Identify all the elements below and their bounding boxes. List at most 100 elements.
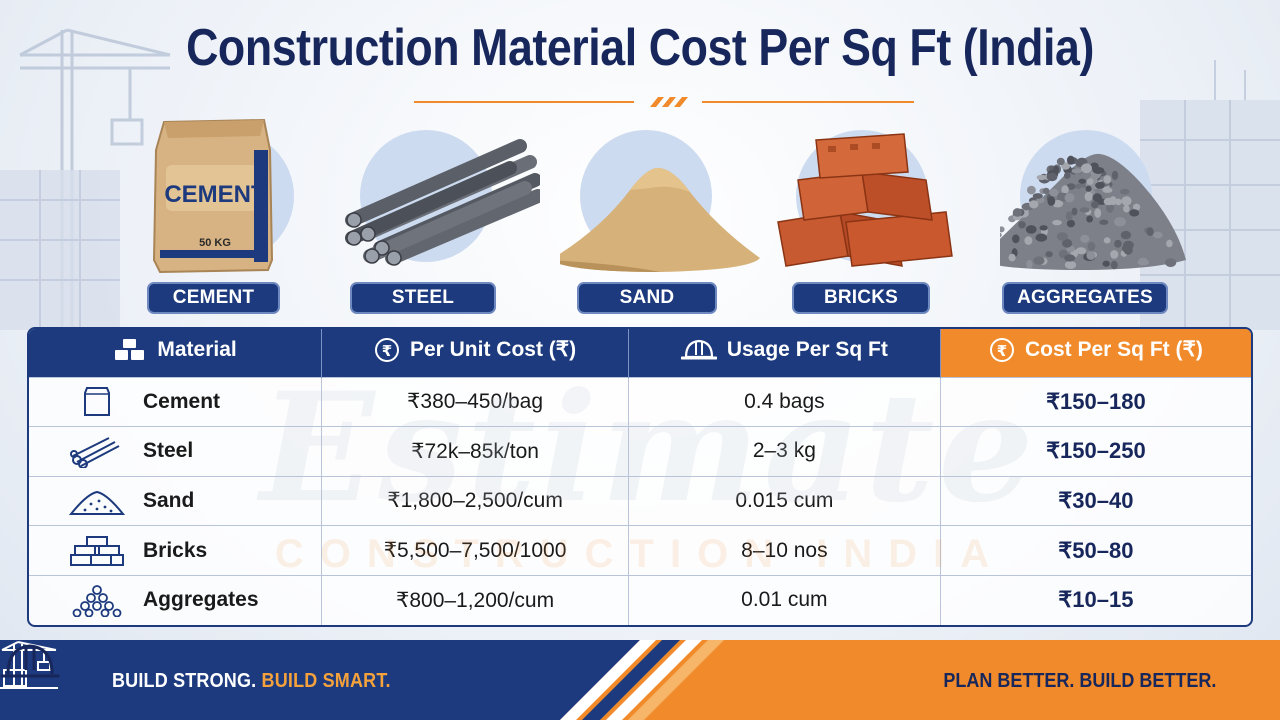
- gravel-pebble: [1092, 193, 1102, 202]
- gravel-pebble: [1000, 226, 1005, 233]
- gravel-pebble: [1064, 172, 1071, 179]
- gravel-pebble: [1075, 159, 1085, 167]
- svg-text:₹: ₹: [997, 342, 1007, 360]
- gravel-pebble: [1086, 215, 1093, 223]
- helmet-icon: [0, 644, 60, 678]
- table-header-row: Material ₹ Per Unit Cost (₹): [29, 329, 1251, 377]
- page-title: Construction Material Cost Per Sq Ft (In…: [186, 19, 1094, 77]
- gravel-pebble: [1075, 247, 1087, 255]
- gravel-pebble: [1120, 230, 1132, 240]
- gravel-pebble: [1110, 250, 1119, 259]
- gravel-pebble: [1052, 219, 1062, 226]
- gravel-pebble: [1165, 258, 1177, 267]
- gravel-pebble: [1029, 200, 1039, 209]
- gravel-pebble: [1137, 259, 1150, 266]
- gravel-pebble: [1047, 196, 1056, 206]
- header-usage-label: Usage Per Sq Ft: [726, 337, 888, 361]
- gravel-pebble: [1153, 231, 1163, 239]
- gravel-pebble: [1133, 203, 1141, 211]
- table-row: Cement ₹380–450/bag 0.4 bags ₹150–180: [29, 376, 1251, 427]
- gravel-pebble: [1166, 239, 1173, 248]
- usage-cell: 0.015 cum: [628, 475, 941, 526]
- unit-cost-cell: ₹72k–85k/ton: [321, 426, 629, 477]
- gravel-pebble: [1103, 175, 1112, 184]
- sand-pile-icon: [69, 490, 125, 515]
- gravel-pebble: [1035, 233, 1048, 242]
- gravel-pebble: [1025, 225, 1037, 234]
- gravel-pebble: [1114, 217, 1126, 227]
- gravel-pebble: [1071, 168, 1083, 174]
- gravel-pebble: [1064, 254, 1076, 262]
- material-card-steel: STEEL: [340, 110, 540, 315]
- gravel-pebble: [1103, 237, 1111, 244]
- gravel-pebble: [1092, 167, 1105, 174]
- gravel-pebble: [1079, 207, 1090, 213]
- header-cost-label: Cost Per Sq Ft (₹): [1024, 338, 1203, 362]
- gravel-pebble: [1111, 170, 1119, 180]
- unit-cost-cell: ₹380–450/bag: [321, 376, 629, 427]
- gravel-pebble: [1064, 261, 1077, 269]
- table-row: Bricks ₹5,500–7,500/1000 8–10 nos ₹50–80: [29, 525, 1251, 576]
- gravel-pebble: [1066, 219, 1075, 228]
- header-unit-cost: ₹ Per Unit Cost (₹): [321, 329, 629, 377]
- material-name: Bricks: [143, 538, 208, 562]
- gravel-pebble: [1018, 221, 1026, 229]
- header-unit-cost-label: Per Unit Cost (₹): [409, 338, 577, 362]
- gravel-pebble: [1062, 238, 1073, 248]
- gravel-pebble: [1081, 163, 1092, 174]
- material-card-aggregates: AGGREGATES: [1000, 110, 1186, 315]
- cement-bag-icon: [84, 386, 110, 416]
- material-name: Cement: [143, 389, 221, 413]
- footer-slogan-left: BUILD STRONG. BUILD SMART.: [112, 670, 391, 693]
- cost-cell: ₹30–40: [940, 475, 1251, 526]
- aggregates-icon: [72, 585, 122, 618]
- rupee-icon: ₹: [989, 337, 1014, 362]
- header-material-label: Material: [157, 337, 237, 361]
- gravel-pebble: [1084, 191, 1093, 202]
- cement-bag-text: CEMENT: [164, 181, 266, 208]
- gravel-pebble: [1086, 251, 1096, 260]
- material-card-cement: CEMENT 50 KG CEMENT: [142, 110, 312, 315]
- gravel-pebble: [1049, 188, 1059, 197]
- header-usage: Usage Per Sq Ft: [628, 329, 941, 377]
- gravel-pebble: [1039, 225, 1048, 231]
- gravel-pebble: [1086, 178, 1094, 185]
- gravel-pebble: [1095, 181, 1105, 189]
- cost-cell: ₹50–80: [940, 525, 1251, 576]
- unit-cost-cell: ₹800–1,200/cum: [321, 574, 629, 625]
- steel-rods-image: [345, 139, 540, 266]
- usage-cell: 0.01 cum: [628, 574, 941, 625]
- footer-slogan-main: BUILD STRONG.: [112, 670, 257, 692]
- gravel-pebble: [1024, 236, 1033, 245]
- gravel-pebble: [1066, 155, 1075, 165]
- material-cell: Aggregates: [29, 574, 323, 625]
- aggregates-image: [1000, 153, 1186, 270]
- gravel-pebble: [1042, 187, 1050, 195]
- gravel-pebble: [1056, 157, 1065, 166]
- cost-cell: ₹150–180: [940, 376, 1251, 427]
- unit-cost-cell: ₹5,500–7,500/1000: [321, 525, 629, 576]
- table-row: Sand ₹1,800–2,500/cum 0.015 cum ₹30–40: [29, 475, 1251, 526]
- gravel-pebble: [1000, 232, 1002, 238]
- footer-slogan-accent: BUILD SMART.: [261, 670, 391, 692]
- footer-slogan-right: PLAN BETTER. BUILD BETTER.: [942, 670, 1216, 692]
- gravel-pebble: [1094, 208, 1102, 218]
- material-card-bricks: BRICKS: [776, 110, 953, 315]
- material-label-steel: STEEL: [350, 282, 496, 314]
- header-cost-per-sqft: ₹ Cost Per Sq Ft (₹): [940, 329, 1251, 377]
- gravel-pebble: [1080, 234, 1090, 243]
- gravel-pebble: [1027, 185, 1036, 195]
- gravel-pebble: [1046, 172, 1058, 182]
- material-cell: Cement: [29, 376, 323, 427]
- gravel-pebble: [1036, 174, 1047, 181]
- gravel-pebble: [1061, 185, 1069, 194]
- material-cell: Steel: [29, 426, 323, 477]
- gravel-pebble: [1129, 209, 1140, 217]
- cement-bag-image: CEMENT 50 KG: [152, 118, 274, 274]
- gravel-pebble: [1064, 193, 1075, 203]
- gravel-pebble: [1123, 240, 1134, 250]
- usage-cell: 8–10 nos: [628, 525, 941, 576]
- cement-bag-weight: 50 KG: [199, 237, 231, 249]
- gravel-pebble: [1071, 207, 1078, 216]
- footer-background: [0, 640, 1280, 720]
